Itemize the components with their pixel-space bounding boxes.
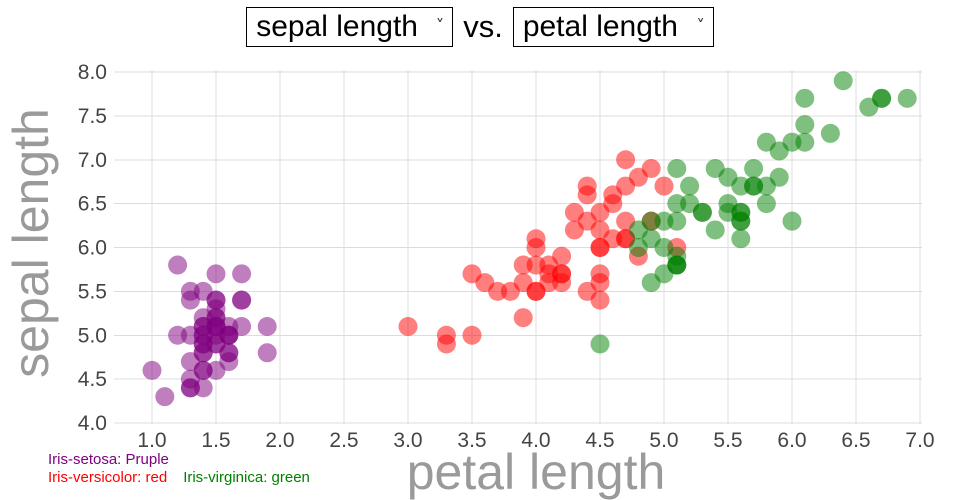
y-variable-select[interactable]: sepal length <box>246 7 454 47</box>
data-point-iris-setosa <box>193 325 213 345</box>
data-point-iris-versicolor <box>398 316 418 336</box>
data-point-iris-setosa <box>155 387 175 407</box>
data-point-iris-virginica <box>654 211 674 231</box>
legend-row: Iris-setosa: Pruple <box>48 451 310 469</box>
x-tick-label: 3.0 <box>393 429 422 452</box>
data-point-iris-setosa <box>180 281 200 301</box>
data-point-iris-virginica <box>705 220 725 240</box>
x-tick-label: 1.0 <box>137 429 166 452</box>
data-point-iris-setosa <box>206 264 226 284</box>
data-point-iris-virginica <box>782 132 802 152</box>
data-point-iris-versicolor <box>526 281 546 301</box>
data-point-iris-virginica <box>744 176 764 196</box>
data-point-iris-setosa <box>168 255 188 275</box>
data-point-iris-versicolor <box>564 220 584 240</box>
data-point-iris-virginica <box>667 246 687 266</box>
legend-item-virginica: Iris-virginica: green <box>183 468 310 486</box>
data-point-iris-setosa <box>257 316 277 336</box>
chart-title: sepal length ˅ vs. petal length ˅ <box>0 7 960 47</box>
data-point-iris-versicolor <box>462 264 482 284</box>
x-axis-label: petal length <box>407 444 666 500</box>
data-point-iris-versicolor <box>577 281 597 301</box>
points-layer <box>142 71 917 407</box>
data-point-iris-versicolor <box>539 264 559 284</box>
legend-item-versicolor: Iris-versicolor: red <box>48 468 168 486</box>
data-point-iris-virginica <box>833 71 853 91</box>
data-point-iris-setosa <box>232 264 252 284</box>
data-point-iris-setosa <box>142 360 162 380</box>
data-point-iris-virginica <box>641 273 661 293</box>
data-point-iris-virginica <box>769 167 789 187</box>
data-point-iris-versicolor <box>616 150 636 170</box>
data-point-iris-virginica <box>628 238 648 257</box>
x-variable-select-wrap: petal length ˅ <box>512 7 714 47</box>
data-point-iris-virginica <box>667 159 687 179</box>
y-axis-label: sepal length <box>3 108 59 378</box>
data-point-iris-virginica <box>820 123 840 143</box>
data-point-iris-virginica <box>795 115 815 135</box>
x-tick-label: 2.5 <box>329 429 358 452</box>
y-tick-label: 6.0 <box>78 237 107 260</box>
x-tick-label: 1.5 <box>201 429 230 452</box>
data-point-iris-virginica <box>897 88 917 108</box>
y-tick-label: 7.5 <box>78 105 107 128</box>
y-tick-label: 5.0 <box>78 324 107 347</box>
legend-item-setosa: Iris-setosa: Pruple <box>48 451 169 468</box>
y-tick-label: 8.0 <box>78 61 107 84</box>
vs-label: vs. <box>463 9 503 44</box>
data-point-iris-virginica <box>756 132 776 152</box>
y-tick-label: 4.5 <box>78 368 107 391</box>
data-point-iris-virginica <box>744 159 764 179</box>
data-point-iris-versicolor <box>526 229 546 249</box>
y-tick-label: 6.5 <box>78 193 107 216</box>
y-tick-label: 5.5 <box>78 280 107 303</box>
x-tick-label: 4.0 <box>521 429 550 452</box>
data-point-iris-virginica <box>590 334 610 354</box>
data-point-iris-virginica <box>872 88 892 108</box>
data-point-iris-virginica <box>718 202 738 222</box>
data-point-iris-versicolor <box>654 176 674 196</box>
x-variable-select[interactable]: petal length <box>512 7 714 47</box>
data-point-iris-versicolor <box>603 229 623 249</box>
data-point-iris-setosa <box>232 290 252 310</box>
data-point-iris-virginica <box>680 176 700 196</box>
x-tick-label: 7.0 <box>905 429 934 452</box>
data-point-iris-setosa <box>193 360 213 380</box>
data-point-iris-versicolor <box>616 176 636 196</box>
data-point-iris-virginica <box>756 194 776 214</box>
x-tick-label: 2.0 <box>265 429 294 452</box>
data-point-iris-versicolor <box>436 325 456 345</box>
x-tick-label: 6.0 <box>777 429 806 452</box>
y-tick-label: 7.0 <box>78 149 107 172</box>
x-tick-label: 5.0 <box>649 429 678 452</box>
data-point-iris-versicolor <box>462 325 482 345</box>
y-tick-label: 4.0 <box>78 412 107 435</box>
legend-row: Iris-versicolor: red Iris-virginica: gree… <box>48 469 310 487</box>
data-point-iris-setosa <box>257 343 277 363</box>
data-point-iris-versicolor <box>513 308 533 328</box>
legend: Iris-setosa: Pruple Iris-versicolor: red… <box>48 451 310 486</box>
data-point-iris-setosa <box>219 316 239 336</box>
x-tick-label: 4.5 <box>585 429 614 452</box>
data-point-iris-setosa <box>206 299 226 319</box>
data-point-iris-virginica <box>705 159 725 179</box>
y-variable-select-wrap: sepal length ˅ <box>246 7 454 47</box>
data-point-iris-virginica <box>782 211 802 231</box>
tick-layer: 4.0 4.5 5.0 5.5 6.0 6.5 7.0 7.5 8.0 1.0 1.5 2.0 2.5 3… <box>78 61 935 452</box>
data-point-iris-virginica <box>795 88 815 108</box>
x-tick-label: 5.5 <box>713 429 742 452</box>
data-point-iris-versicolor <box>577 185 597 205</box>
x-tick-label: 6.5 <box>841 429 870 452</box>
data-point-iris-setosa <box>193 343 213 363</box>
data-point-iris-virginica <box>731 229 751 249</box>
data-point-iris-setosa <box>180 378 200 398</box>
data-point-iris-virginica <box>680 194 700 214</box>
data-point-iris-versicolor <box>488 281 508 301</box>
x-tick-label: 3.5 <box>457 429 486 452</box>
